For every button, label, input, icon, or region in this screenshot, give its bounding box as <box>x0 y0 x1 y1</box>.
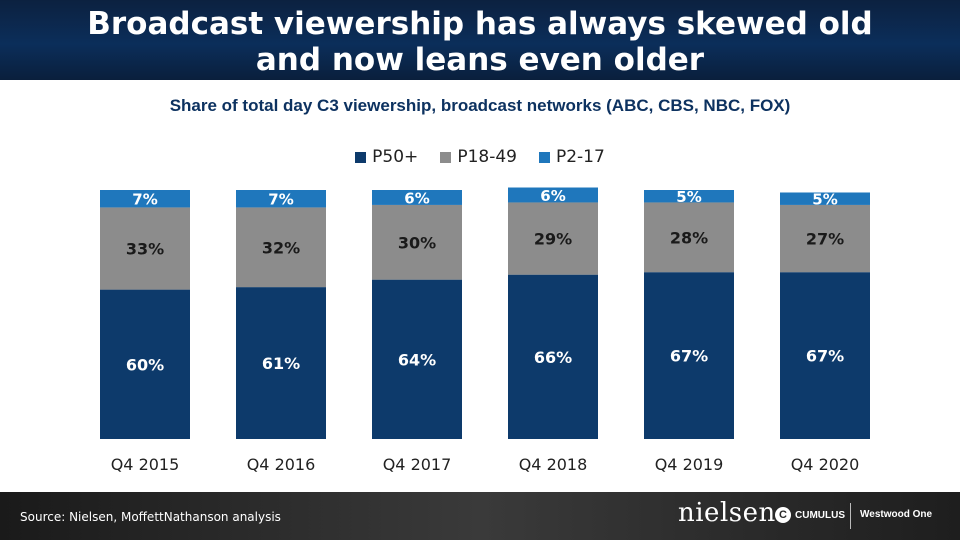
legend-label: P50+ <box>372 147 419 167</box>
bar-segment-p50 <box>100 289 190 439</box>
bar-segment-p2-17 <box>508 187 598 203</box>
cumulus-logo-text: CUMULUS <box>795 509 845 521</box>
title-line-1: Broadcast viewership has always skewed o… <box>87 6 873 42</box>
bar-segment-p50 <box>372 279 462 439</box>
bar-segment-p50 <box>644 272 734 439</box>
bar-segment-p18-49 <box>780 204 870 273</box>
data-label: 6% <box>404 189 429 207</box>
data-label: 28% <box>670 228 708 247</box>
legend-item-p50: P50+ <box>355 147 418 167</box>
data-label: 30% <box>398 233 436 252</box>
legend-swatch <box>355 151 367 163</box>
bar-stack-2: 64% 30% 6% <box>372 189 462 439</box>
bar-stack-4: 67% 28% 5% <box>644 188 734 439</box>
data-label: 5% <box>812 191 837 209</box>
chart-legend: P50+ P18-49 P2-17 <box>0 147 960 167</box>
legend-item-p18-49: P18-49 <box>440 147 517 167</box>
x-tick-label: Q4 2017 <box>383 455 452 474</box>
footer-bar: Source: Nielsen, MoffettNathanson analys… <box>0 492 960 540</box>
bar-segment-p18-49 <box>236 207 326 288</box>
bar-stack-1: 61% 32% 7% <box>236 190 326 439</box>
data-label: 32% <box>262 238 300 257</box>
data-label: 61% <box>262 354 300 373</box>
slide-title: Broadcast viewership has always skewed o… <box>0 6 960 78</box>
data-label: 5% <box>676 188 701 206</box>
data-label: 6% <box>540 187 565 205</box>
x-tick-label: Q4 2020 <box>791 455 860 474</box>
chart-subtitle: Share of total day C3 viewership, broadc… <box>169 96 791 115</box>
data-label: 29% <box>534 230 572 249</box>
bar-segment-p18-49 <box>508 202 598 275</box>
westwood-one-text: Westwood One <box>860 509 933 520</box>
logo-divider <box>850 503 851 529</box>
bar-segment-p2-17 <box>372 190 462 205</box>
bar-segment-p18-49 <box>372 204 462 280</box>
bar-segment-p2-17 <box>644 190 734 203</box>
title-banner: Broadcast viewership has always skewed o… <box>0 0 960 80</box>
legend-item-p2-17: P2-17 <box>538 147 605 167</box>
data-label: 7% <box>268 191 293 209</box>
x-tick-label: Q4 2015 <box>111 455 180 474</box>
nielsen-logo: nielsen <box>678 498 776 528</box>
legend-swatch <box>440 151 452 163</box>
bar-segment-p50 <box>780 272 870 439</box>
bar-segment-p50 <box>236 287 326 439</box>
x-tick-label: Q4 2016 <box>247 455 316 474</box>
bar-stack-3: 66% 29% 6% <box>508 187 598 439</box>
source-note: Source: Nielsen, MoffettNathanson analys… <box>20 510 281 524</box>
bar-segment-p2-17 <box>780 192 870 205</box>
bar-segment-p2-17 <box>100 190 190 208</box>
stacked-bar-chart: 60% 33% 7% Q4 2015 61% 32% 7% Q4 2016 64% 30% 6% Q4… <box>100 187 870 474</box>
bar-segment-p2-17 <box>236 190 326 208</box>
data-label: 27% <box>806 230 844 249</box>
data-label: 67% <box>806 347 844 366</box>
westwood-one-logo: Westwood One <box>860 509 932 520</box>
legend-label: P2-17 <box>555 147 605 167</box>
bar-stack-5: 67% 27% 5% <box>780 191 870 439</box>
x-tick-label: Q4 2018 <box>519 455 588 474</box>
bar-segment-p18-49 <box>100 207 190 290</box>
data-label: 67% <box>670 347 708 366</box>
nielsen-logo-text: nielsen <box>678 498 776 528</box>
title-line-2: and now leans even older <box>255 42 705 78</box>
legend-label: P18-49 <box>457 147 517 167</box>
data-label: 33% <box>126 240 164 259</box>
x-tick-label: Q4 2019 <box>655 455 724 474</box>
data-label: 64% <box>398 350 436 369</box>
bar-segment-p50 <box>508 274 598 439</box>
cumulus-c-icon: C <box>775 507 791 523</box>
data-label: 7% <box>132 191 157 209</box>
bar-segment-p18-49 <box>644 202 734 273</box>
cumulus-logo: C CUMULUS <box>775 507 845 523</box>
data-label: 66% <box>534 348 572 367</box>
data-label: 60% <box>126 355 164 374</box>
bar-stack-0: 60% 33% 7% <box>100 190 190 439</box>
legend-swatch <box>538 151 550 163</box>
